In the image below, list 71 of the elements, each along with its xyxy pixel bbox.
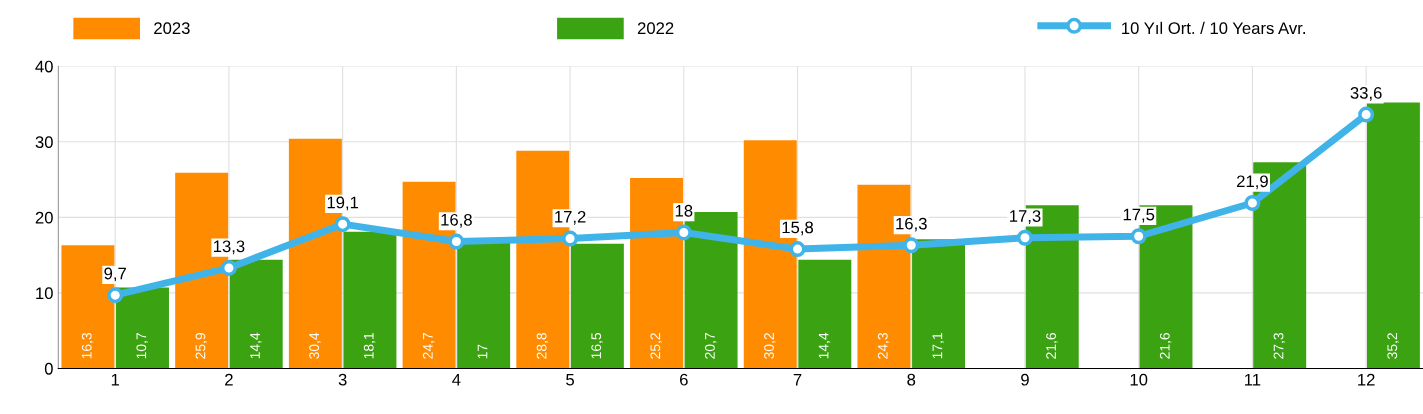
data-label: 21,6 <box>1046 332 1058 359</box>
data-label: 14,4 <box>818 332 831 359</box>
bar <box>343 231 397 369</box>
y-tick-label: 10 <box>36 287 53 300</box>
point <box>107 287 124 304</box>
bar <box>1366 102 1420 369</box>
y-tick-label: 0 <box>44 362 53 375</box>
point <box>903 237 920 254</box>
data-label: 16,3 <box>81 332 94 359</box>
point <box>1130 228 1147 245</box>
point <box>562 230 579 247</box>
bar <box>798 259 852 369</box>
data-label: 28,8 <box>536 332 549 359</box>
data-label: 21,9 <box>1237 175 1268 190</box>
data-label: 30,4 <box>309 332 321 359</box>
data-label: 35,2 <box>1387 333 1399 359</box>
point <box>1016 229 1033 246</box>
data-label: 18,1 <box>363 333 376 359</box>
x-tick-label: 12 <box>1358 373 1375 386</box>
legend-label: 2023 <box>154 22 190 35</box>
data-label: 16,5 <box>591 332 603 359</box>
point <box>1244 195 1261 211</box>
data-label: 24,3 <box>877 332 890 359</box>
y-tick-label: 40 <box>35 60 53 73</box>
x-tick-label: 8 <box>907 373 916 386</box>
point <box>789 241 806 258</box>
legend-label: 2022 <box>637 22 674 35</box>
data-label: 17 <box>477 344 488 359</box>
x-tick-label: 2 <box>225 373 233 386</box>
x-tick-label: 10 <box>1130 373 1148 386</box>
bar <box>116 287 169 369</box>
data-label: 17,1 <box>932 333 944 359</box>
data-label: 19,1 <box>327 196 359 211</box>
point <box>675 224 692 241</box>
data-label: 21,6 <box>1159 332 1172 359</box>
bar <box>912 239 966 369</box>
data-label: 20,7 <box>705 333 717 359</box>
data-label: 16,8 <box>441 213 472 228</box>
y-tick-label: 20 <box>35 211 53 224</box>
x-tick-label: 7 <box>793 373 802 386</box>
legend-label: 10 Yıl Ort. / 10 Years Avr. <box>1122 21 1305 35</box>
data-label: 17,3 <box>1010 210 1041 224</box>
x-tick-label: 3 <box>338 373 347 386</box>
x-tick-label: 5 <box>566 373 575 386</box>
data-label: 24,7 <box>422 333 435 359</box>
bar <box>229 259 283 369</box>
x-tick-label: 11 <box>1245 373 1261 386</box>
data-label: 16,3 <box>896 217 927 232</box>
point <box>1358 106 1375 123</box>
x-tick-label: 6 <box>680 373 688 386</box>
y-tick-label: 30 <box>35 136 53 148</box>
data-label: 13,3 <box>213 240 245 255</box>
data-label: 15,8 <box>782 221 814 236</box>
data-label: 27,3 <box>1273 332 1286 359</box>
x-tick-label: 9 <box>1021 373 1029 386</box>
data-label: 30,2 <box>764 333 776 359</box>
point <box>448 233 465 250</box>
data-label: 33,6 <box>1350 87 1382 101</box>
x-tick-label: 1 <box>111 373 120 386</box>
data-label: 14,4 <box>250 332 262 359</box>
data-label: 10,7 <box>136 333 148 359</box>
point <box>220 259 237 276</box>
x-tick-label: 4 <box>452 373 461 386</box>
data-label: 17,2 <box>555 210 586 225</box>
data-label: 9,7 <box>104 267 126 282</box>
data-label: 18 <box>675 204 693 217</box>
bar <box>570 243 624 369</box>
data-label: 25,2 <box>650 333 662 359</box>
point <box>334 216 351 233</box>
data-label: 25,9 <box>195 333 207 359</box>
data-label: 17,5 <box>1123 208 1155 223</box>
